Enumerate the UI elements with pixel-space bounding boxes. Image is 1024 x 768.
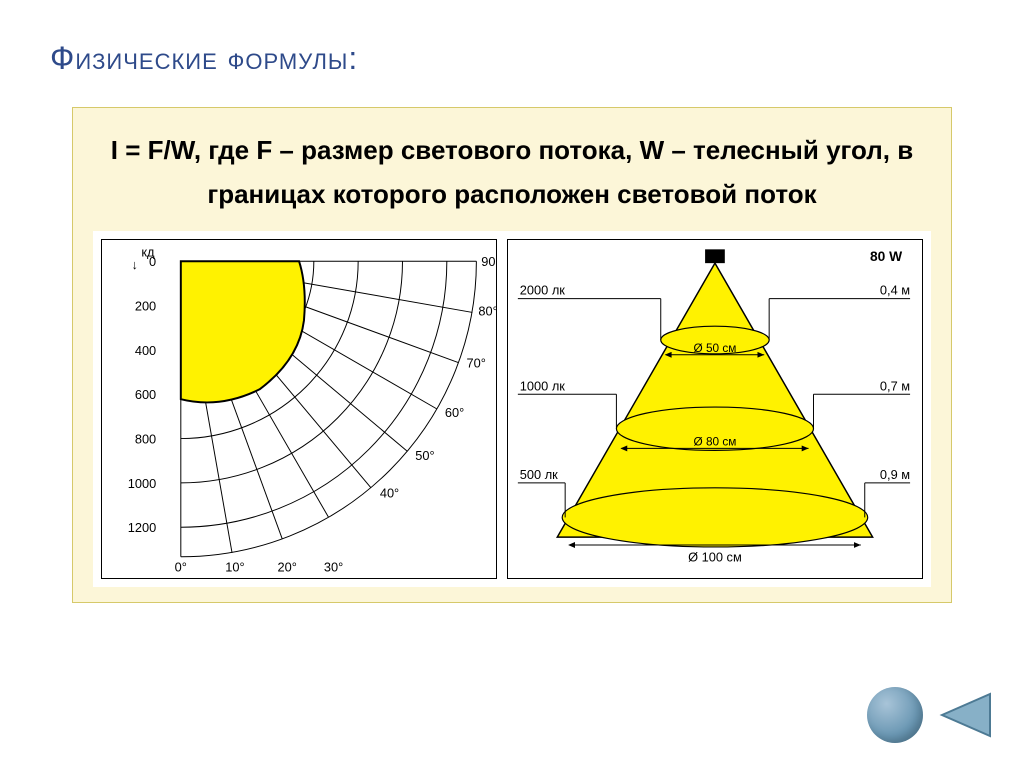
svg-text:↓: ↓ xyxy=(132,257,138,272)
polar-a-r1: 80° xyxy=(478,304,497,319)
page-title: Физические формулы: xyxy=(50,40,974,77)
cone-diagram: 80 W Ø 50 с xyxy=(507,239,923,579)
cone-d1: Ø 80 см xyxy=(694,435,737,449)
formula-text: I = F/W, где F – размер светового потока… xyxy=(93,128,931,216)
polar-diagram: кд ↓ 0 200 400 600 800 1000 1200 0° 10° … xyxy=(101,239,497,579)
nav-controls xyxy=(867,687,994,743)
polar-r2: 400 xyxy=(135,343,156,358)
polar-a-r5: 40° xyxy=(380,486,399,501)
nav-circle-icon[interactable] xyxy=(867,687,923,743)
polar-a-l3: 30° xyxy=(324,560,343,575)
polar-a-r3: 60° xyxy=(445,405,464,420)
cone-h0: 0,4 м xyxy=(880,283,910,298)
cone-lux0: 2000 лк xyxy=(520,283,565,298)
polar-r4: 800 xyxy=(135,432,156,447)
polar-a-l2: 20° xyxy=(278,560,297,575)
nav-back-icon[interactable] xyxy=(938,690,994,740)
cone-lux1: 1000 лк xyxy=(520,379,565,394)
polar-a-r2: 70° xyxy=(467,356,486,371)
polar-r1: 200 xyxy=(135,299,156,314)
polar-r5: 1000 xyxy=(128,476,156,491)
cone-h1: 0,7 м xyxy=(880,379,910,394)
cone-power: 80 W xyxy=(870,250,902,265)
polar-r0: 0 xyxy=(149,255,156,270)
cone-h2: 0,9 м xyxy=(880,467,910,482)
diagram-row: кд ↓ 0 200 400 600 800 1000 1200 0° 10° … xyxy=(93,231,931,587)
polar-a-l1: 10° xyxy=(225,560,244,575)
cone-lux2: 500 лк xyxy=(520,467,558,482)
cone-d0: Ø 50 см xyxy=(694,341,737,355)
polar-r6: 1200 xyxy=(128,521,156,536)
cone-d2: Ø 100 см xyxy=(688,550,742,565)
content-box: I = F/W, где F – размер светового потока… xyxy=(72,107,952,603)
polar-r3: 600 xyxy=(135,388,156,403)
polar-a-r0: 90° xyxy=(481,255,497,270)
polar-a-l0: 0° xyxy=(175,560,187,575)
polar-a-r4: 50° xyxy=(415,449,434,464)
